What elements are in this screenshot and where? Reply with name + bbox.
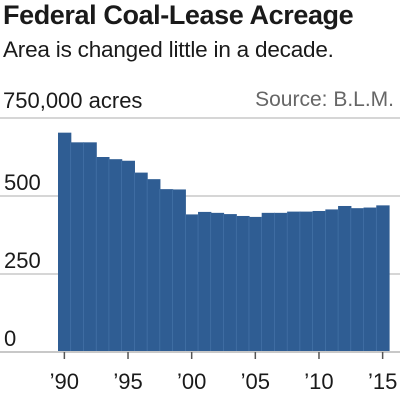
- bar: [299, 211, 314, 352]
- chart-subtitle: Area is changed little in a decade.: [3, 37, 334, 62]
- bar: [376, 205, 390, 352]
- y-tick-label: 500: [4, 170, 41, 195]
- x-tick-label: ’05: [241, 369, 270, 394]
- y-axis-unit-label: 750,000 acres: [3, 88, 143, 113]
- x-tick-label: ’15: [368, 369, 397, 394]
- bar: [83, 142, 97, 352]
- bar: [338, 205, 352, 352]
- bar: [312, 210, 326, 352]
- x-tick-label: ’95: [113, 369, 142, 394]
- bar: [325, 209, 339, 352]
- bar: [70, 142, 85, 352]
- bar: [248, 216, 263, 352]
- bar: [147, 179, 161, 352]
- bar: [350, 208, 365, 352]
- x-tick-label: ’90: [50, 369, 79, 394]
- bar: [198, 211, 212, 352]
- bar: [159, 189, 174, 352]
- chart-title: Federal Coal-Lease Acreage: [3, 0, 354, 30]
- y-tick-label: 250: [4, 248, 41, 273]
- bar: [185, 214, 199, 352]
- bar: [172, 189, 186, 352]
- bar: [134, 172, 148, 352]
- bar: [274, 212, 288, 352]
- bar: [58, 132, 72, 352]
- x-tick-label: ’00: [177, 369, 206, 394]
- y-tick-label: 0: [4, 326, 16, 351]
- axis-labels: 500 250 0 ’90 ’95 ’00 ’05 ’10 ’15: [4, 170, 397, 394]
- bar: [121, 160, 135, 352]
- bars: [0, 132, 400, 353]
- bar: [210, 212, 225, 352]
- bar: [223, 214, 237, 352]
- bar: [287, 211, 301, 352]
- bar: [261, 212, 276, 352]
- bar: [108, 159, 123, 352]
- bar: [236, 215, 250, 352]
- bar: [363, 207, 377, 352]
- source-note: Source: B.L.M.: [255, 88, 394, 111]
- bar: [96, 157, 110, 352]
- x-tick-label: ’10: [304, 369, 333, 394]
